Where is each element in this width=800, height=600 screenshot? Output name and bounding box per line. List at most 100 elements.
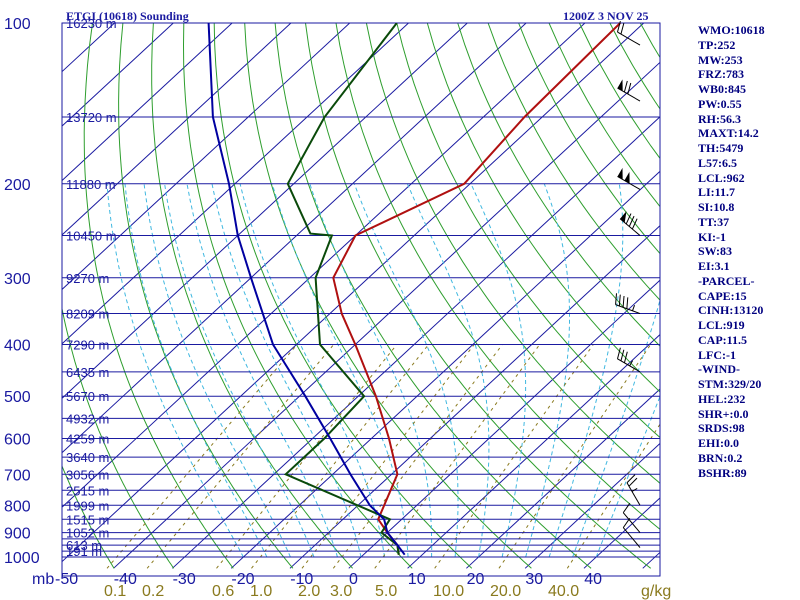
pressure-tick-label: 200	[4, 177, 31, 194]
index-item: EHI:0.0	[698, 436, 740, 450]
wind-barb	[622, 502, 641, 533]
index-item: SI:10.8	[698, 200, 735, 214]
temperature-trace	[332, 23, 621, 555]
isotherm-line	[62, 23, 527, 454]
mixing-ratio-line	[374, 344, 541, 569]
index-item: HEL:232	[698, 391, 746, 406]
height-label: 6435 m	[66, 365, 109, 380]
pressure-tick-label: 300	[4, 271, 31, 288]
mixing-ratio-label: 10.0	[433, 583, 464, 600]
index-item: L57:6.5	[698, 155, 737, 170]
wind-barb	[616, 347, 641, 373]
temperature-tick-label: -20	[231, 571, 254, 588]
isotherm-line	[62, 23, 351, 291]
height-label: 10450 m	[66, 229, 117, 244]
height-label: 5670 m	[66, 389, 109, 404]
dry-adiabat-line	[487, 23, 660, 301]
mixing-ratio-line	[434, 344, 594, 569]
isotherm-line	[0, 11, 10, 568]
height-label: 2515 m	[66, 483, 109, 498]
valid-time: 1200Z 3 NOV 25	[563, 9, 648, 23]
index-item: CINH:13120	[698, 303, 764, 318]
isotherm-line	[289, 225, 660, 569]
dry-adiabat-line	[151, 23, 353, 569]
index-item: WMO:10618	[698, 23, 765, 37]
dry-adiabat-line	[365, 23, 660, 484]
height-label: 13720 m	[66, 110, 117, 125]
index-item: SHR+:0.0	[698, 406, 749, 421]
height-label: 3640 m	[66, 450, 109, 465]
isotherm-line	[62, 23, 233, 182]
pressure-unit: mb	[32, 571, 54, 588]
mixing-ratio-line	[301, 344, 475, 569]
temperature-tick-label: -40	[114, 571, 137, 588]
index-item: KI:-1	[698, 229, 726, 244]
dry-adiabat-line	[274, 23, 592, 569]
index-item: MAXT:14.2	[698, 126, 759, 141]
pressure-tick-label: 500	[4, 389, 31, 406]
height-label: 16230 m	[66, 16, 117, 31]
height-label: 4932 m	[66, 411, 109, 426]
pressure-tick-label: 1000	[4, 550, 40, 567]
height-label: 1999 m	[66, 498, 109, 513]
dry-adiabat-line	[62, 23, 175, 569]
height-label: 11880 m	[66, 177, 116, 192]
sounding-traces	[207, 23, 621, 556]
moist-adiabat-line	[164, 183, 315, 558]
index-item: EI:3.1	[698, 259, 730, 273]
isotherm-line	[62, 23, 175, 127]
mixing-ratio-line	[498, 344, 652, 569]
wind-barbs	[615, 20, 641, 548]
background-grid	[0, 11, 660, 569]
height-label: 1515 m	[66, 512, 109, 527]
mixing-ratio-label: 5.0	[375, 583, 397, 600]
index-item: BRN:0.2	[698, 450, 743, 465]
mixing-ratio-label: 0.6	[212, 583, 234, 600]
height-label: 613 m	[66, 538, 102, 553]
pressure-tick-label: 800	[4, 498, 31, 515]
isotherm-line	[62, 23, 469, 399]
wind-barb	[619, 211, 641, 236]
temperature-tick-label: 20	[467, 571, 485, 588]
mixing-ratio-line	[566, 423, 660, 569]
height-label: 7290 m	[66, 338, 109, 353]
index-item: WB0:845	[698, 82, 746, 96]
wind-barb	[617, 167, 641, 190]
temperature-tick-label: 40	[584, 571, 602, 588]
wind-barb	[616, 20, 641, 46]
moist-adiabat-line	[406, 183, 490, 558]
index-item: TT:37	[698, 214, 730, 229]
temperature-tick-label: -30	[173, 571, 196, 588]
mixing-ratio-label: 0.1	[104, 583, 126, 600]
pressure-tick-label: 700	[4, 467, 31, 484]
height-label: 3056 m	[66, 467, 109, 482]
dry-adiabat-line	[457, 23, 660, 347]
isotherm-line	[62, 23, 292, 236]
mixing-ratio-line	[216, 344, 398, 569]
height-label: 8209 m	[66, 307, 109, 322]
temperature-tick-label: 30	[525, 571, 543, 588]
index-item: LI:11.7	[698, 185, 736, 200]
pressure-tick-label: 900	[4, 526, 31, 543]
moist-adiabat-line	[211, 183, 362, 558]
dry-adiabat-line	[305, 23, 652, 569]
wind-barb	[622, 517, 641, 548]
mixing-ratio-line	[332, 344, 503, 569]
parcel-trace	[207, 23, 406, 556]
height-label: 1052 m	[66, 526, 109, 541]
index-item: PW:0.55	[698, 96, 742, 111]
dry-adiabat-line	[335, 23, 660, 530]
plot-frame	[61, 22, 661, 577]
index-item: TH:5479	[698, 141, 744, 155]
index-item: CAP:11.5	[698, 332, 747, 347]
station-title: ETGI (10618) Sounding	[66, 9, 189, 23]
index-item: -PARCEL-	[698, 273, 755, 288]
dry-adiabat-line	[83, 23, 234, 569]
temperature-tick-label: -10	[290, 571, 313, 588]
mixing-ratio-label: 0.2	[142, 583, 164, 600]
index-item: SRDS:98	[698, 421, 745, 436]
dry-adiabat-line	[182, 23, 413, 569]
index-item: CAPE:15	[698, 288, 747, 303]
temperature-tick-label: -50	[55, 571, 78, 588]
